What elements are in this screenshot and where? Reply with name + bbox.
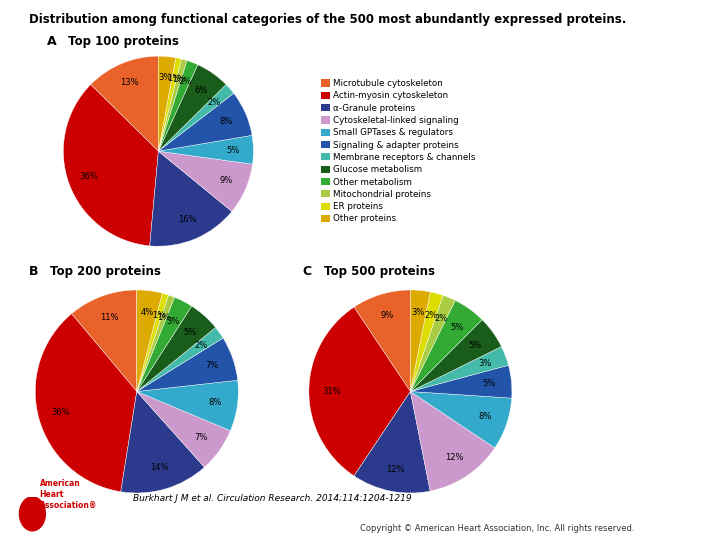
Wedge shape — [158, 58, 181, 151]
Text: 11%: 11% — [101, 313, 119, 322]
Text: 8%: 8% — [209, 399, 222, 407]
Wedge shape — [158, 59, 187, 151]
Text: 8%: 8% — [220, 117, 233, 126]
Wedge shape — [410, 292, 443, 392]
Text: 3%: 3% — [158, 73, 172, 82]
Text: 2%: 2% — [179, 77, 192, 86]
Text: B: B — [29, 265, 38, 278]
Wedge shape — [410, 392, 512, 448]
Wedge shape — [410, 290, 431, 392]
Text: 31%: 31% — [322, 387, 341, 396]
Wedge shape — [158, 65, 226, 151]
Text: Copyright © American Heart Association, Inc. All rights reserved.: Copyright © American Heart Association, … — [360, 524, 634, 533]
Wedge shape — [150, 151, 232, 246]
Text: Distribution among functional categories of the 500 most abundantly expressed pr: Distribution among functional categories… — [29, 14, 626, 26]
Text: 3%: 3% — [478, 359, 491, 368]
Text: Burkhart J M et al. Circulation Research. 2014;114:1204-1219: Burkhart J M et al. Circulation Research… — [133, 494, 412, 503]
Wedge shape — [410, 300, 482, 392]
Text: 7%: 7% — [194, 433, 208, 442]
Wedge shape — [137, 392, 230, 467]
Text: C: C — [302, 265, 312, 278]
Wedge shape — [137, 297, 192, 391]
Wedge shape — [158, 60, 198, 151]
Text: 1%: 1% — [153, 311, 166, 320]
Wedge shape — [137, 293, 168, 392]
Wedge shape — [410, 295, 455, 391]
Text: 6%: 6% — [194, 86, 207, 95]
Wedge shape — [121, 392, 204, 493]
Wedge shape — [410, 347, 508, 392]
Text: 13%: 13% — [120, 78, 139, 87]
Wedge shape — [158, 93, 252, 151]
Text: 2%: 2% — [434, 314, 447, 323]
Text: 5%: 5% — [450, 322, 463, 332]
Text: 5%: 5% — [183, 328, 197, 337]
Wedge shape — [137, 380, 238, 431]
Wedge shape — [35, 314, 137, 492]
Text: Top 500 proteins: Top 500 proteins — [324, 265, 435, 278]
Wedge shape — [410, 320, 501, 392]
Text: 16%: 16% — [178, 215, 197, 224]
Text: 7%: 7% — [205, 361, 218, 370]
Text: 36%: 36% — [51, 408, 70, 417]
Wedge shape — [158, 85, 234, 151]
Text: 5%: 5% — [482, 379, 496, 388]
Text: 1%: 1% — [172, 76, 185, 84]
Text: 2%: 2% — [194, 341, 208, 350]
Text: American
Heart
Association®: American Heart Association® — [40, 479, 97, 510]
Wedge shape — [354, 392, 431, 493]
Text: 9%: 9% — [220, 177, 233, 185]
Wedge shape — [158, 136, 253, 164]
Text: 9%: 9% — [381, 311, 394, 320]
Text: 5%: 5% — [468, 341, 482, 350]
Wedge shape — [63, 85, 158, 246]
Text: 2%: 2% — [424, 310, 438, 320]
Text: 14%: 14% — [150, 463, 168, 472]
Text: 36%: 36% — [79, 172, 98, 181]
Wedge shape — [410, 392, 495, 491]
Text: 3%: 3% — [411, 308, 425, 317]
Text: 5%: 5% — [226, 146, 239, 154]
Text: 1%: 1% — [168, 75, 181, 83]
Text: 12%: 12% — [445, 453, 464, 462]
Text: 4%: 4% — [140, 308, 153, 318]
Circle shape — [19, 497, 45, 531]
Wedge shape — [158, 151, 253, 212]
Wedge shape — [91, 56, 158, 151]
Legend: Microtubule cytoskeleton, Actin-myosin cytoskeleton, α-Granule proteins, Cytoske: Microtubule cytoskeleton, Actin-myosin c… — [321, 79, 476, 224]
Text: 2%: 2% — [207, 98, 221, 107]
Text: A: A — [47, 35, 56, 48]
Wedge shape — [137, 338, 238, 392]
Wedge shape — [158, 56, 176, 151]
Wedge shape — [410, 365, 512, 398]
Text: 3%: 3% — [166, 316, 180, 326]
Wedge shape — [137, 290, 162, 392]
Text: Top 200 proteins: Top 200 proteins — [50, 265, 161, 278]
Text: 1%: 1% — [157, 313, 171, 322]
Wedge shape — [309, 307, 410, 476]
Wedge shape — [137, 327, 223, 392]
Text: Top 100 proteins: Top 100 proteins — [68, 35, 179, 48]
Text: 12%: 12% — [386, 464, 404, 474]
Wedge shape — [137, 295, 174, 392]
Wedge shape — [71, 290, 137, 392]
Wedge shape — [354, 290, 410, 392]
Text: 8%: 8% — [479, 413, 492, 421]
Wedge shape — [137, 306, 215, 392]
